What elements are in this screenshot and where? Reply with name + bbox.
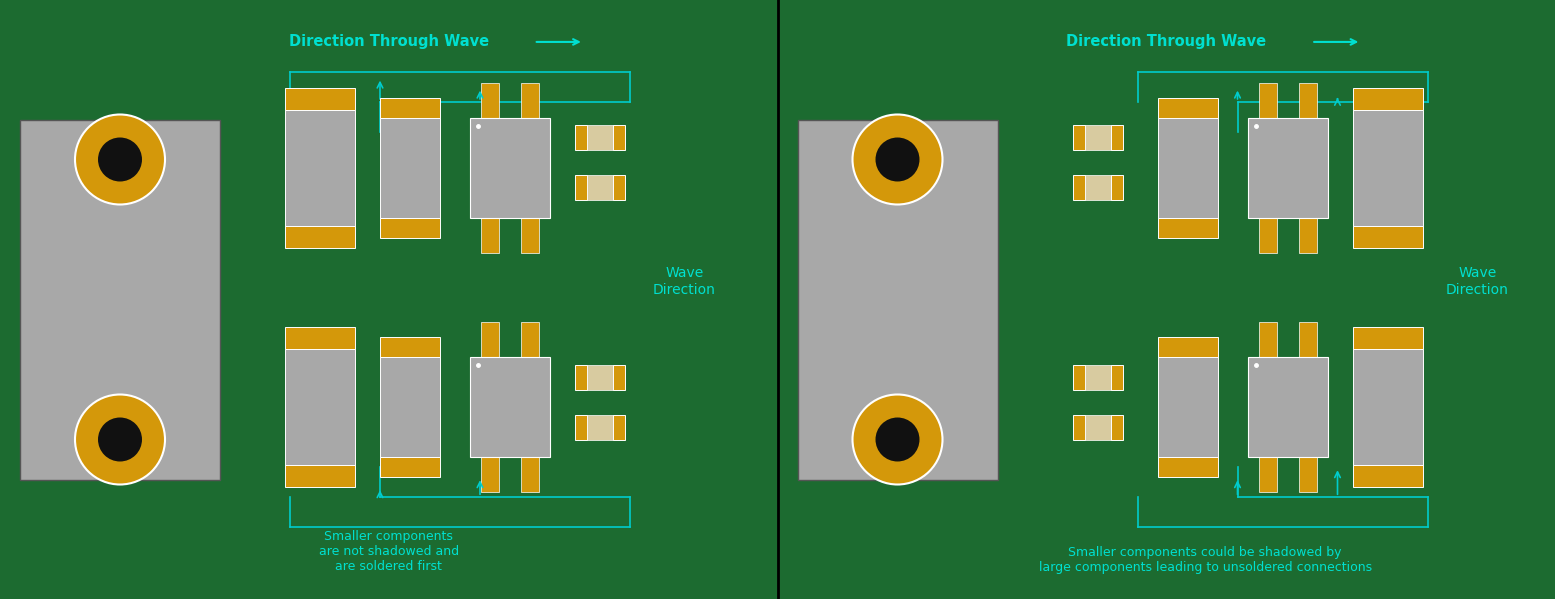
Bar <box>1084 176 1110 200</box>
Bar <box>1110 365 1123 390</box>
Bar <box>285 226 355 248</box>
Bar <box>379 217 440 238</box>
Bar <box>1157 337 1218 358</box>
Bar <box>285 349 355 465</box>
Circle shape <box>875 418 919 461</box>
Bar <box>1298 83 1317 118</box>
Bar <box>285 110 355 226</box>
Bar <box>1073 415 1084 440</box>
Bar <box>1298 457 1317 492</box>
Bar <box>1353 87 1423 110</box>
Bar <box>1157 457 1218 477</box>
Bar <box>480 83 499 118</box>
Bar <box>613 415 625 440</box>
Bar <box>521 217 540 253</box>
Bar <box>521 83 540 118</box>
Bar <box>1247 118 1328 217</box>
Bar <box>480 217 499 253</box>
Bar <box>613 365 625 390</box>
Text: Direction Through Wave: Direction Through Wave <box>1067 34 1266 50</box>
Bar <box>1258 217 1277 253</box>
Bar <box>1084 125 1110 150</box>
Bar <box>1258 83 1277 118</box>
Bar <box>20 119 219 480</box>
Bar <box>379 358 440 457</box>
Bar <box>1157 358 1218 457</box>
Bar <box>1110 125 1123 150</box>
Bar <box>613 176 625 200</box>
Bar <box>575 176 586 200</box>
Text: Smaller components
are not shadowed and
are soldered first: Smaller components are not shadowed and … <box>319 530 459 573</box>
Bar <box>521 322 540 358</box>
Bar <box>1110 415 1123 440</box>
Circle shape <box>75 114 165 204</box>
Bar <box>798 119 997 480</box>
Bar <box>1073 365 1084 390</box>
Circle shape <box>98 138 142 181</box>
Text: Direction Through Wave: Direction Through Wave <box>289 34 488 50</box>
Bar <box>586 125 613 150</box>
Bar <box>379 98 440 118</box>
Circle shape <box>852 395 942 485</box>
Bar <box>285 87 355 110</box>
Text: Wave
Direction: Wave Direction <box>1446 267 1508 297</box>
Bar <box>470 118 550 217</box>
Bar <box>586 365 613 390</box>
Bar <box>285 465 355 488</box>
Circle shape <box>852 114 942 204</box>
Bar <box>1353 110 1423 226</box>
Bar <box>1298 217 1317 253</box>
Bar <box>1110 176 1123 200</box>
Bar <box>1258 322 1277 358</box>
Bar <box>1157 118 1218 217</box>
Bar <box>1073 125 1084 150</box>
Bar <box>1353 226 1423 248</box>
Bar <box>575 125 586 150</box>
Bar <box>1353 327 1423 349</box>
Bar <box>1084 365 1110 390</box>
Circle shape <box>98 418 142 461</box>
Bar <box>1353 349 1423 465</box>
Bar <box>521 457 540 492</box>
Bar <box>613 125 625 150</box>
Bar <box>1298 322 1317 358</box>
Bar <box>379 337 440 358</box>
Bar <box>480 457 499 492</box>
Bar <box>1247 358 1328 457</box>
Bar <box>586 415 613 440</box>
Text: Smaller components could be shadowed by
large components leading to unsoldered c: Smaller components could be shadowed by … <box>1039 546 1372 574</box>
Bar <box>1258 457 1277 492</box>
Bar <box>379 457 440 477</box>
Bar <box>1084 415 1110 440</box>
Bar <box>1157 98 1218 118</box>
Circle shape <box>75 395 165 485</box>
Bar <box>575 415 586 440</box>
Bar <box>470 358 550 457</box>
Bar <box>1157 217 1218 238</box>
Bar <box>379 118 440 217</box>
Bar <box>1073 176 1084 200</box>
Text: Wave
Direction: Wave Direction <box>653 267 715 297</box>
Circle shape <box>875 138 919 181</box>
Bar <box>285 327 355 349</box>
Bar <box>575 365 586 390</box>
Bar <box>1353 465 1423 488</box>
Bar <box>586 176 613 200</box>
Bar <box>480 322 499 358</box>
